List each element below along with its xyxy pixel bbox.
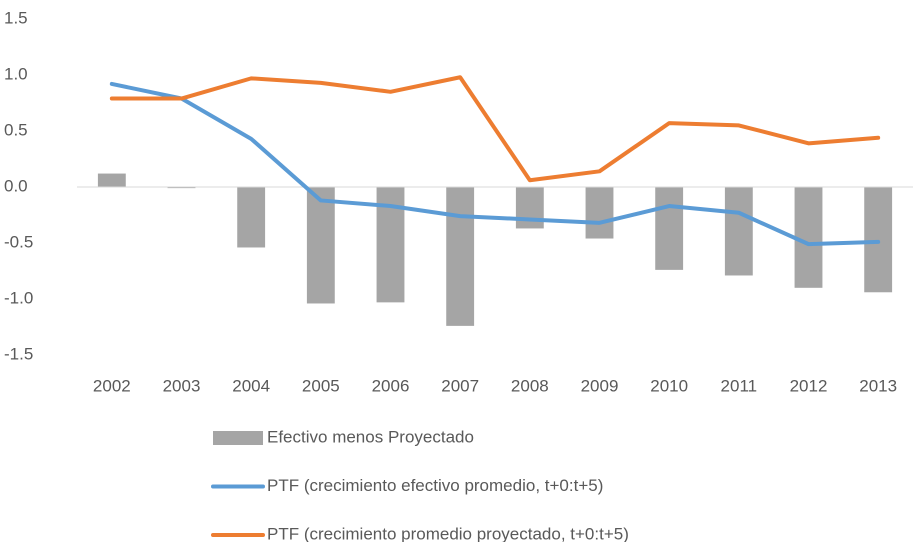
y-tick-label: -1.0 <box>4 288 33 307</box>
bar <box>446 187 475 326</box>
bar <box>655 187 684 270</box>
line <box>109 81 881 247</box>
x-tick-label: 2009 <box>581 376 619 395</box>
y-tick-label: 0.5 <box>4 120 28 139</box>
x-tick-label: 2003 <box>163 376 201 395</box>
y-tick-label: -0.5 <box>4 232 33 251</box>
x-tick-label: 2002 <box>93 376 131 395</box>
legend-label: PTF (crecimiento promedio proyectado, t+… <box>267 524 629 542</box>
bar <box>167 187 196 189</box>
bar <box>724 187 753 276</box>
bar <box>864 187 893 293</box>
x-tick-label: 2004 <box>232 376 270 395</box>
y-tick-label: -1.5 <box>4 344 33 363</box>
legend-label: Efectivo menos Proyectado <box>267 427 474 446</box>
bar <box>794 187 823 288</box>
bar <box>585 187 614 239</box>
x-tick-label: 2005 <box>302 376 340 395</box>
legend-label: PTF (crecimiento efectivo promedio, t+0:… <box>267 476 603 495</box>
bar <box>97 173 126 187</box>
x-tick-label: 2008 <box>511 376 549 395</box>
x-tick-label: 2012 <box>790 376 828 395</box>
x-tick-label: 2010 <box>650 376 688 395</box>
x-tick-label: 2013 <box>859 376 897 395</box>
bar <box>515 187 544 229</box>
x-tick-label: 2007 <box>441 376 479 395</box>
bar <box>306 187 335 304</box>
bar <box>237 187 266 248</box>
legend-swatch <box>213 431 263 445</box>
y-tick-label: 1.0 <box>4 64 28 83</box>
x-tick-label: 2011 <box>721 376 758 395</box>
y-tick-label: 1.5 <box>4 8 28 27</box>
y-tick-label: 0.0 <box>4 176 28 195</box>
line <box>109 75 881 183</box>
x-tick-label: 2006 <box>372 376 410 395</box>
